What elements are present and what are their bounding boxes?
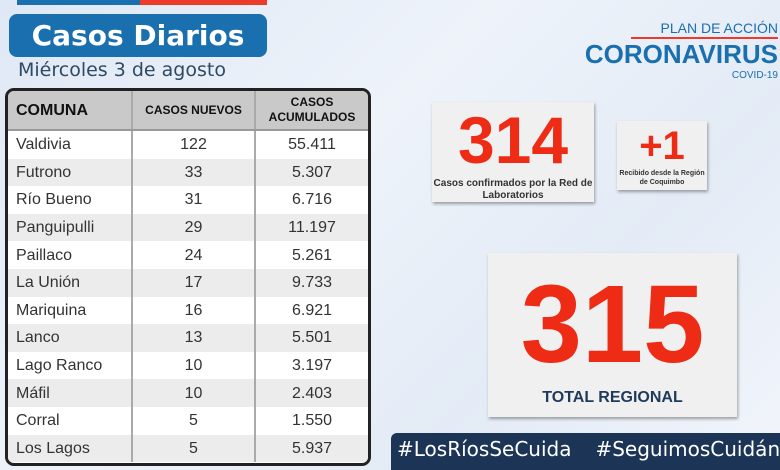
new-cases-cell: 24 — [133, 241, 256, 269]
table-header: COMUNA CASOS NUEVOS CASOS ACUMULADOS — [8, 91, 368, 131]
total-label: TOTAL REGIONAL — [542, 389, 683, 406]
cumulative-cases-cell: 2.403 — [291, 384, 333, 402]
new-cases-cell: 122 — [133, 131, 256, 159]
cases-table: COMUNA CASOS NUEVOS CASOS ACUMULADOS Val… — [5, 88, 371, 466]
new-cases-cell: 10 — [133, 379, 256, 407]
new-cases-cell: 33 — [133, 158, 256, 187]
total-value: 315 — [520, 263, 705, 386]
cumulative-cases-cell: 1.550 — [291, 412, 333, 430]
comuna-cell: Paillaco — [8, 241, 133, 269]
comuna-cell: Lanco — [8, 324, 133, 352]
new-cases-cell: 29 — [133, 213, 256, 242]
table-row: Lanco 13 5.501 — [8, 324, 368, 352]
comuna-cell: Lago Ranco — [8, 351, 133, 380]
date-label: Miércoles 3 de agosto — [18, 59, 226, 81]
table-row: Los Lagos 5 5.937 — [8, 434, 368, 463]
new-cases-cell: 10 — [133, 351, 256, 380]
extra-cases-label: Recibido desde la Región de Coquimbo — [619, 170, 705, 186]
lab-cases-card: 314 Casos confirmados por la Red de Labo… — [432, 102, 594, 202]
new-cases-cell: 16 — [133, 296, 256, 325]
header-casos-acumulados: CASOS ACUMULADOS — [268, 95, 356, 124]
comuna-cell: La Unión — [8, 268, 133, 297]
lab-cases-value: 314 — [457, 103, 569, 177]
header-casos-nuevos: CASOS NUEVOS — [133, 91, 256, 129]
table-row: La Unión 17 9.733 — [8, 268, 368, 297]
table-row: Mariquina 16 6.921 — [8, 296, 368, 325]
hashtag: #LosRíosSeCuida — [397, 437, 572, 461]
new-cases-cell: 13 — [133, 324, 256, 352]
logo-plan: PLAN DE ACCIÓN — [630, 20, 778, 39]
new-cases-cell: 31 — [133, 186, 256, 214]
total-card: 315 TOTAL REGIONAL — [488, 253, 737, 417]
new-cases-cell: 5 — [133, 434, 256, 463]
comuna-cell: Valdivia — [8, 131, 133, 159]
cumulative-cases-cell: 5.261 — [291, 246, 333, 264]
new-cases-cell: 5 — [133, 406, 256, 435]
cumulative-cases-cell: 3.197 — [291, 357, 333, 375]
extra-cases-card: +1 Recibido desde la Región de Coquimbo — [617, 121, 707, 190]
logo-sub: COVID-19 — [731, 70, 778, 81]
logo-name: CORONAVIRUS — [584, 39, 778, 69]
extra-cases-value: +1 — [639, 124, 685, 168]
coronavirus-logo: PLAN DE ACCIÓN CORONAVIRUS COVID-19 — [585, 20, 778, 82]
cumulative-cases-cell: 9.733 — [291, 274, 333, 292]
cumulative-cases-cell: 11.197 — [288, 219, 336, 237]
hashtag: #SeguimosCuidándonos — [595, 437, 780, 461]
hashtag-banner: #LosRíosSeCuida #SeguimosCuidándonos — [391, 433, 780, 470]
cumulative-cases-cell: 5.307 — [291, 163, 333, 181]
cumulative-cases-cell: 6.921 — [291, 301, 333, 319]
cumulative-cases-cell: 5.501 — [291, 329, 333, 347]
comuna-cell: Río Bueno — [8, 186, 133, 214]
table-row: Máfil 10 2.403 — [8, 379, 368, 407]
comuna-cell: Futrono — [8, 158, 133, 187]
comuna-cell: Panguipulli — [8, 213, 133, 242]
table-row: Lago Ranco 10 3.197 — [8, 351, 368, 380]
table-row: Valdivia 122 55.411 — [8, 131, 368, 159]
comuna-cell: Mariquina — [8, 296, 133, 325]
cumulative-cases-cell: 5.937 — [291, 439, 333, 457]
table-row: Paillaco 24 5.261 — [8, 241, 368, 269]
page-title: Casos Diarios — [9, 14, 267, 57]
table-row: Futrono 33 5.307 — [8, 158, 368, 187]
table-row: Corral 5 1.550 — [8, 406, 368, 435]
table-row: Panguipulli 29 11.197 — [8, 213, 368, 242]
comuna-cell: Los Lagos — [8, 434, 133, 463]
flag-bar — [17, 0, 267, 5]
new-cases-cell: 17 — [133, 268, 256, 297]
cumulative-cases-cell: 55.411 — [288, 136, 336, 154]
comuna-cell: Corral — [8, 406, 133, 435]
comuna-cell: Máfil — [8, 379, 133, 407]
cumulative-cases-cell: 6.716 — [291, 191, 333, 209]
table-row: Río Bueno 31 6.716 — [8, 186, 368, 214]
lab-cases-label: Casos confirmados por la Red de Laborato… — [433, 178, 593, 201]
header-comuna: COMUNA — [8, 91, 133, 129]
